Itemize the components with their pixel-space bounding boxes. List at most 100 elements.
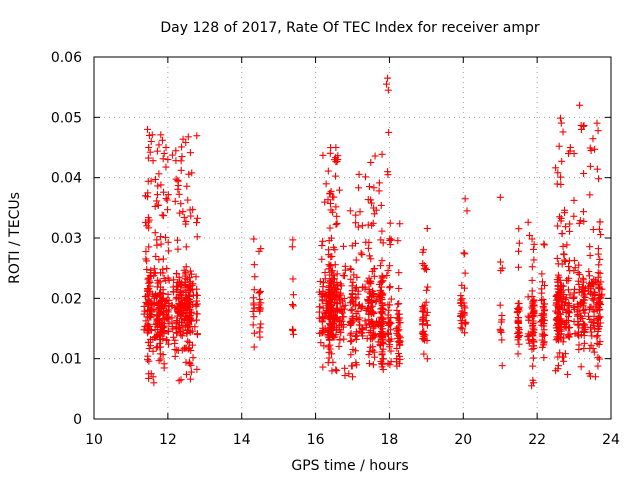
data-point [498, 362, 506, 370]
y-tick-label: 0.05 [51, 110, 82, 126]
data-point [593, 315, 601, 323]
data-point [330, 193, 338, 201]
data-point [539, 332, 547, 340]
data-point [369, 219, 377, 227]
data-point [378, 150, 386, 158]
data-point [538, 278, 546, 286]
data-point [186, 292, 194, 300]
data-point [357, 304, 365, 312]
data-point [378, 257, 386, 265]
data-point [581, 290, 589, 298]
data-point [346, 265, 354, 273]
data-point [528, 235, 536, 243]
data-point [325, 261, 333, 269]
data-point [514, 263, 522, 271]
data-point [177, 312, 185, 320]
data-point [539, 316, 547, 324]
data-point [188, 270, 196, 278]
data-point [376, 262, 384, 270]
data-point [528, 382, 536, 390]
data-point [321, 275, 329, 283]
data-point [556, 316, 564, 324]
data-point [561, 257, 569, 265]
data-point [157, 233, 165, 241]
data-point [145, 216, 153, 224]
data-point [564, 277, 572, 285]
data-point [327, 326, 335, 334]
data-point [186, 267, 194, 275]
data-point [331, 307, 339, 315]
data-point [157, 297, 165, 305]
data-point [463, 207, 471, 215]
data-point [563, 317, 571, 325]
data-point [554, 335, 562, 343]
data-point [379, 315, 387, 323]
data-point [557, 119, 565, 127]
data-point [159, 255, 167, 263]
data-point [365, 274, 373, 282]
data-point [594, 250, 602, 258]
data-point [496, 301, 504, 309]
data-point [149, 157, 157, 165]
data-point [341, 301, 349, 309]
data-point [556, 114, 564, 122]
data-point [171, 352, 179, 360]
data-point [423, 225, 431, 233]
data-point [423, 286, 431, 294]
data-point [555, 295, 563, 303]
data-point [419, 307, 427, 315]
data-point [349, 278, 357, 286]
data-point [375, 187, 383, 195]
data-point [384, 74, 392, 82]
data-point [186, 149, 194, 157]
data-point [145, 285, 153, 293]
data-point [175, 301, 183, 309]
data-point [184, 323, 192, 331]
data-point [154, 201, 162, 209]
data-point [528, 305, 536, 313]
data-point [555, 310, 563, 318]
data-point [319, 237, 327, 245]
data-point [164, 191, 172, 199]
data-point [559, 128, 567, 136]
data-point [575, 341, 583, 349]
data-point [333, 219, 341, 227]
data-point [154, 307, 162, 315]
data-point [348, 242, 356, 250]
data-point [591, 288, 599, 296]
data-point [355, 170, 363, 178]
data-point [541, 300, 549, 308]
data-point [164, 290, 172, 298]
data-point [178, 143, 186, 151]
data-point [596, 255, 604, 263]
data-point [580, 217, 588, 225]
data-point [155, 256, 163, 264]
data-point [144, 286, 152, 294]
y-tick-label: 0.04 [51, 171, 82, 187]
data-point [164, 308, 172, 316]
data-point [316, 277, 324, 285]
data-point [365, 329, 373, 337]
y-tick-label: 0 [73, 412, 82, 428]
data-point [530, 240, 538, 248]
data-point [578, 299, 586, 307]
data-point [153, 191, 161, 199]
data-point [316, 303, 324, 311]
data-point [143, 292, 151, 300]
data-point [327, 296, 335, 304]
data-point [162, 144, 170, 151]
data-point [348, 282, 356, 290]
data-point [321, 269, 329, 277]
x-tick-label: 10 [85, 432, 103, 448]
data-point [386, 283, 394, 291]
data-point [457, 310, 465, 318]
data-point [352, 256, 360, 264]
data-point [177, 157, 185, 165]
data-point [515, 326, 523, 334]
data-point [364, 244, 372, 252]
data-point [175, 377, 183, 385]
data-point [394, 314, 402, 322]
data-point [332, 294, 340, 302]
data-point [579, 278, 587, 286]
data-point [146, 272, 154, 280]
